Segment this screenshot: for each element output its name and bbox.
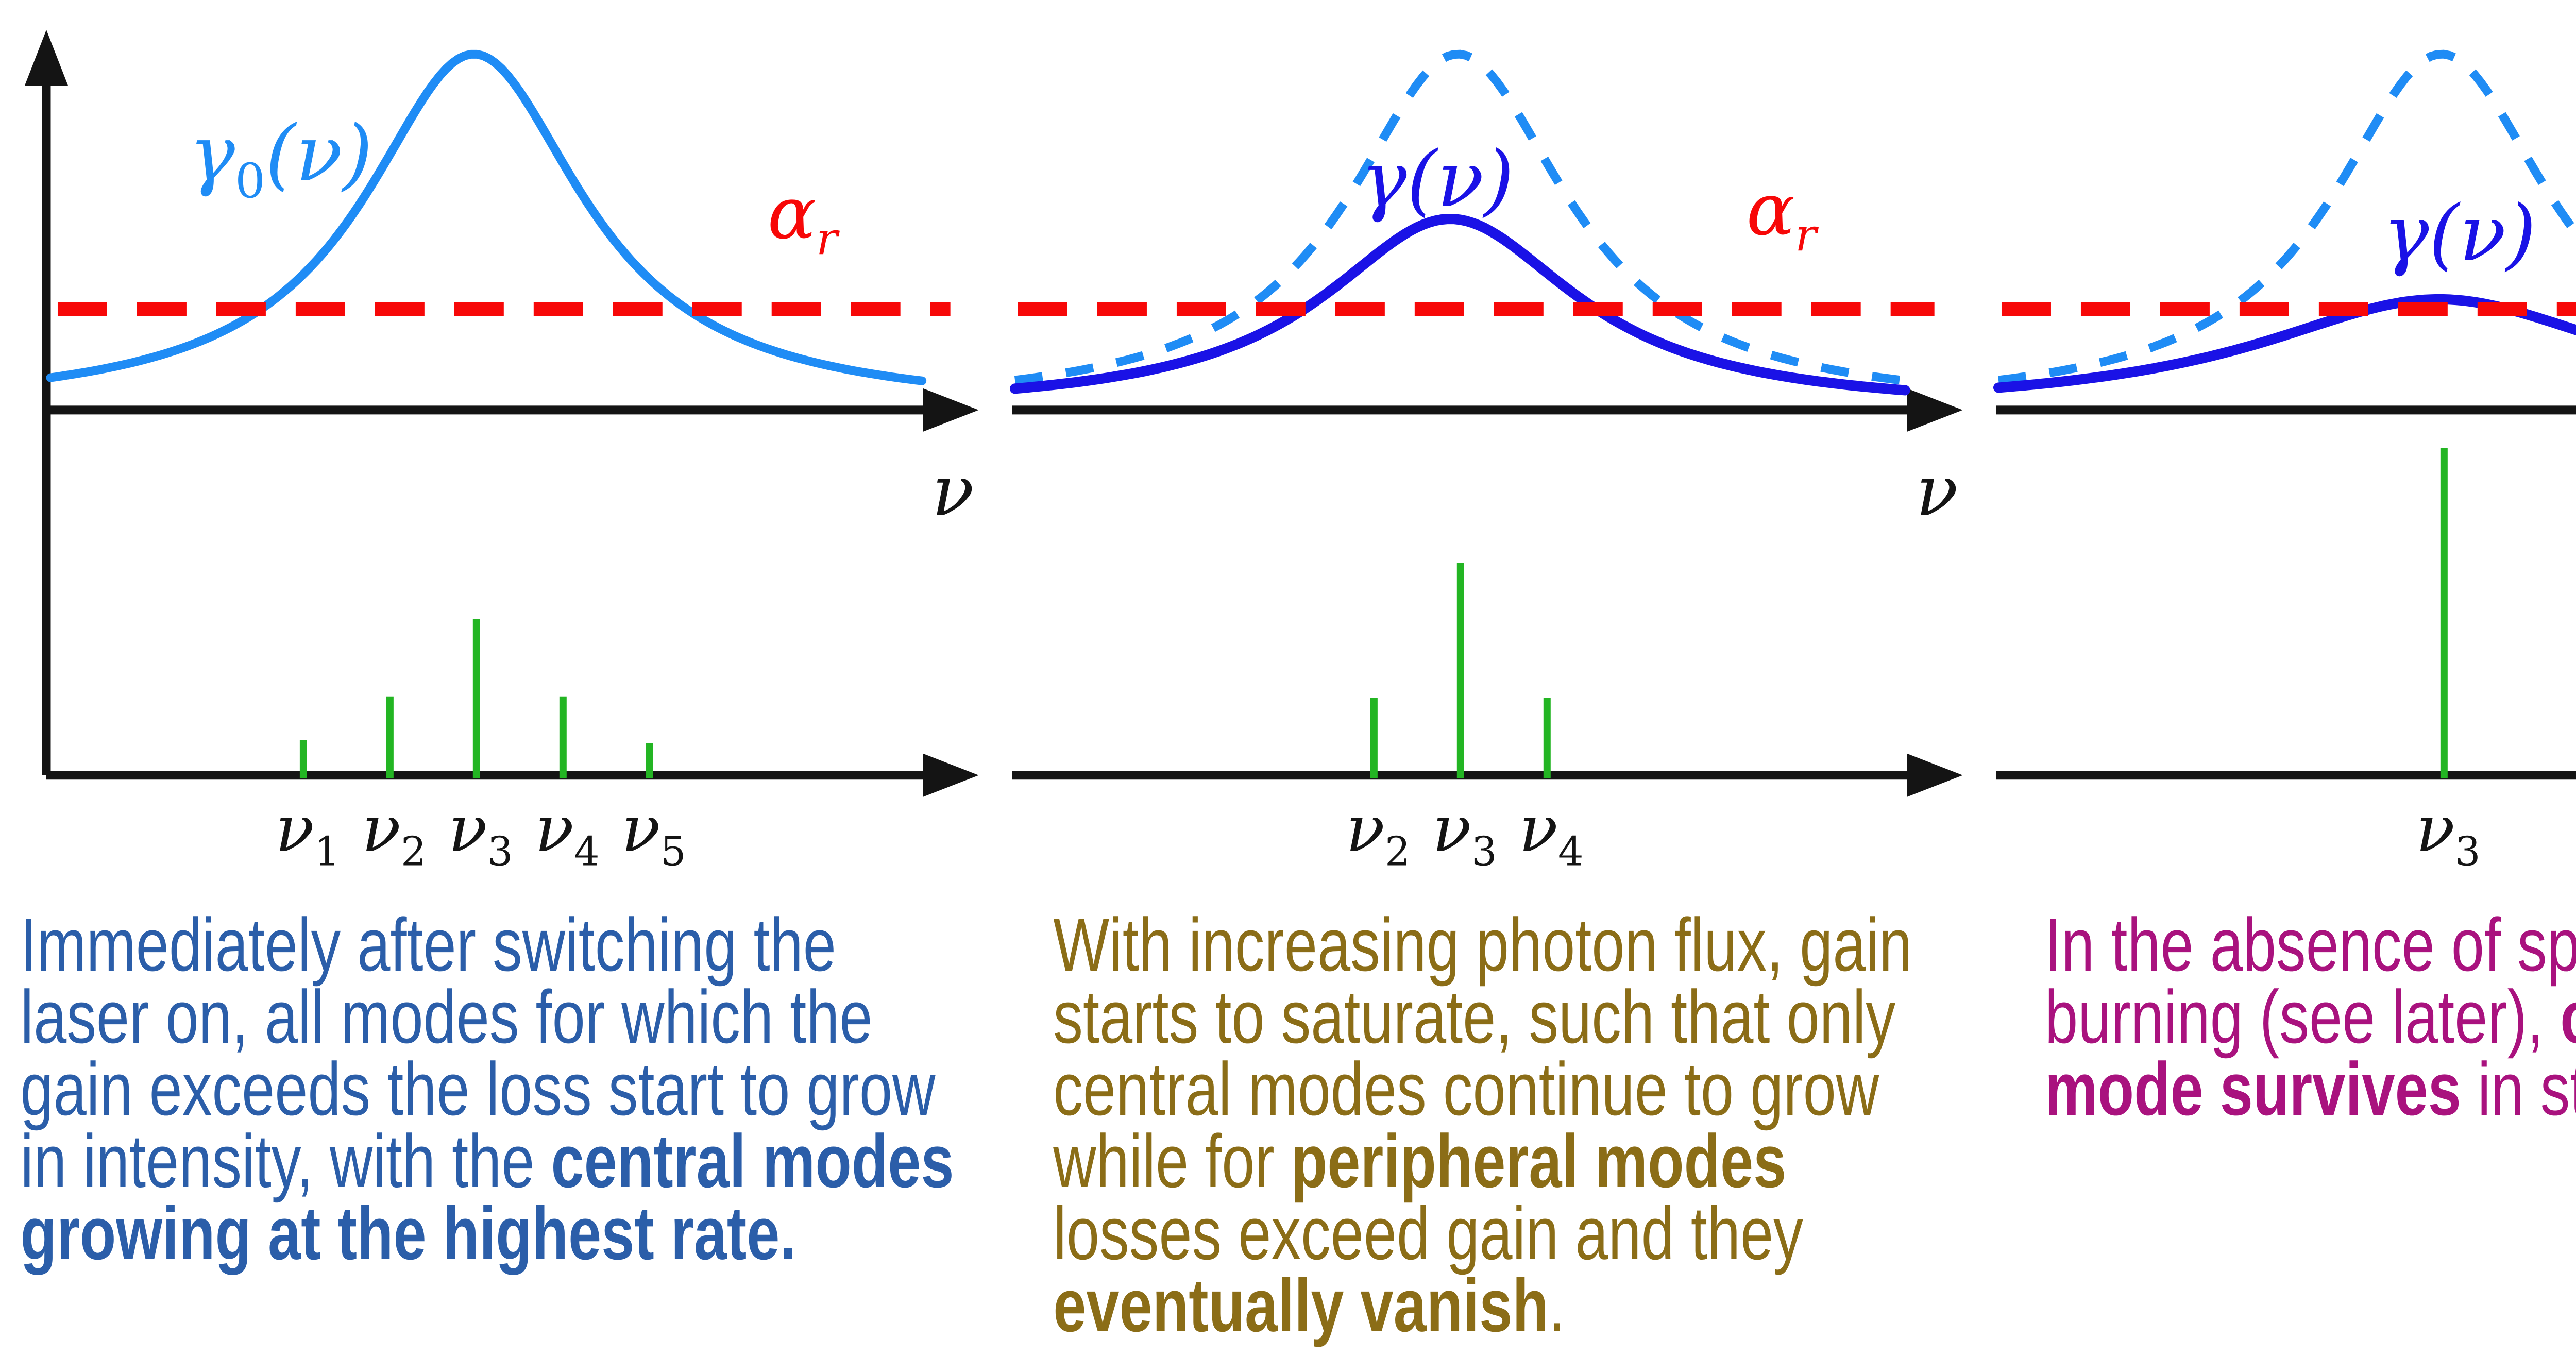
gain-curve-gamma0-dashed — [1014, 49, 1906, 385]
caption-text: . — [1548, 1263, 1565, 1347]
caption-text: starts to saturate, such that only — [1053, 974, 1895, 1059]
panel-saturating-gain: γ(ν) αr ν ν2 ν3 ν4 With increasing photon flu… — [984, 0, 1968, 1356]
frequency-axis-arrowhead — [1907, 388, 1963, 432]
gain-spectrum-diagram-initial: γ0(ν) αr ν ν1 ν2 ν3 ν4 ν5 — [24, 29, 979, 875]
frequency-axis-label: ν — [1916, 451, 1958, 532]
panel-steady-state: γ(ν)αrνν3 In the absence of spatial hole… — [1968, 0, 2576, 1356]
caption-emphasis-text: central modes — [551, 1118, 954, 1203]
loss-level-label: αr — [1746, 168, 1819, 261]
caption-text: in steady-state. — [2478, 1046, 2576, 1131]
mode-label-nu2: ν2 — [1346, 792, 1411, 875]
caption-text: laser on, all modes for which the — [20, 974, 873, 1059]
caption-initial-growth: Immediately after switching the laser on,… — [0, 907, 954, 1270]
mode-label-nu5: ν5 — [621, 792, 686, 875]
caption-emphasis-text: only a single — [2560, 975, 2576, 1059]
mode-label-nu3: ν3 — [448, 792, 513, 875]
gain-curve-gamma0-solid — [46, 49, 927, 385]
gain-curve-label: γ(ν) — [2383, 189, 2536, 279]
mode-label-nu1: ν1 — [275, 792, 340, 875]
mode-label-nu4: ν4 — [535, 792, 600, 875]
caption-text: With increasing photon flux, gain — [1053, 902, 1912, 987]
caption-text: in intensity, with the — [20, 1118, 551, 1203]
caption-emphasis-text: growing at the highest rate. — [20, 1191, 796, 1275]
gain-curve-gamma-solid — [1009, 214, 1910, 396]
mode-axis-arrowhead — [923, 753, 979, 797]
gain-curve-label: γ(ν) — [1361, 135, 1514, 225]
gain-axis-arrowhead — [24, 29, 68, 86]
caption-emphasis-text: mode survives — [2045, 1046, 2462, 1131]
caption-text: burning (see later), — [2045, 974, 2561, 1059]
caption-saturation: With increasing photon flux, gain starts … — [984, 907, 1912, 1343]
mode-axis-arrowhead — [1907, 753, 1963, 797]
caption-text: In the absence of spatial hole — [2045, 902, 2576, 987]
gain-curve-gamma0-dashed — [1998, 49, 2576, 385]
caption-text: losses exceed gain and they — [1053, 1191, 1803, 1275]
gain-curve-label: γ0(ν) — [189, 109, 372, 209]
mode-label-nu3: ν3 — [2416, 792, 2481, 875]
frequency-axis-arrowhead — [923, 388, 979, 432]
gain-spectrum-diagram-steady-state: γ(ν)αrνν3 — [1993, 49, 2576, 875]
loss-level-label: αr — [768, 172, 840, 265]
caption-single-mode: In the absence of spatial holeburning (s… — [1968, 907, 2576, 1126]
frequency-axis-label: ν — [932, 451, 974, 532]
panel-initial-gain: γ0(ν) αr ν ν1 ν2 ν3 ν4 ν5 Immediately after swi… — [0, 0, 984, 1356]
caption-emphasis-text: peripheral modes — [1291, 1118, 1786, 1203]
caption-text: gain exceeds the loss start to grow — [20, 1046, 936, 1131]
caption-text: Immediately after switching the — [20, 902, 836, 987]
caption-text: while for — [1053, 1118, 1291, 1203]
caption-text: central modes continue to grow — [1053, 1046, 1879, 1131]
gain-curve-gamma-solid — [1993, 294, 2576, 393]
gain-spectrum-diagram-saturating: γ(ν) αr ν ν2 ν3 ν4 — [1009, 49, 1963, 875]
caption-emphasis-text: eventually vanish — [1053, 1263, 1549, 1347]
mode-label-nu3: ν3 — [1432, 792, 1497, 875]
mode-label-nu2: ν2 — [362, 792, 427, 875]
mode-label-nu4: ν4 — [1519, 792, 1584, 875]
